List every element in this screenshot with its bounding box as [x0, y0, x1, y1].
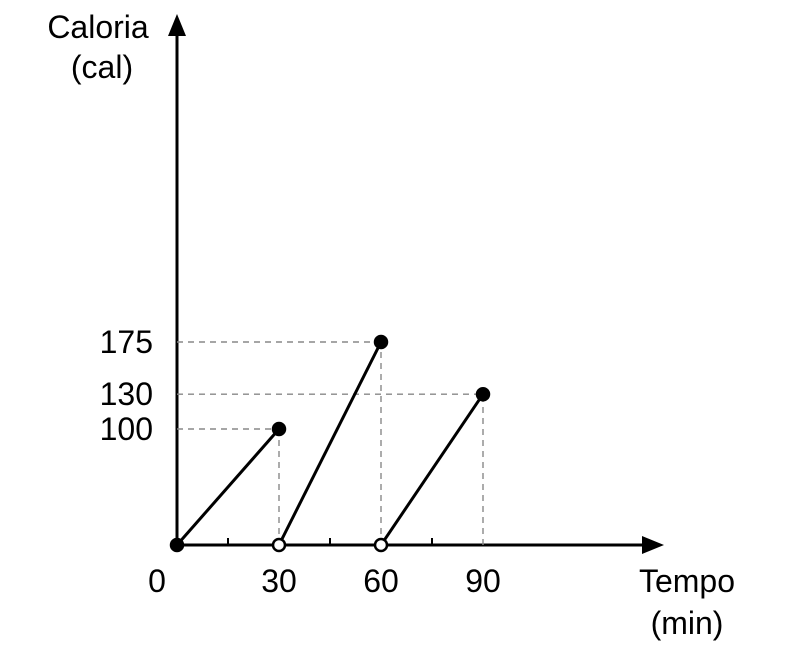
x-axis-arrow [642, 536, 664, 554]
closed-point-1-end [271, 421, 287, 437]
closed-point-3-end [475, 386, 491, 402]
x-tick-label-30: 30 [261, 563, 297, 599]
open-point-3-start [373, 537, 389, 553]
origin-label: 0 [148, 563, 166, 599]
y-tick-label-130: 130 [100, 376, 153, 412]
x-tick-label-90: 90 [465, 563, 501, 599]
x-axis-label-line1: Tempo [639, 563, 735, 599]
x-axis-label-line2: (min) [651, 605, 724, 641]
y-axis-arrow [168, 14, 186, 36]
y-tick-label-175: 175 [100, 324, 153, 360]
y-axis-label-line2: (cal) [71, 49, 133, 85]
open-point-2-start [271, 537, 287, 553]
closed-point-1-start [169, 537, 185, 553]
series-line-3 [379, 393, 485, 546]
series-line-2 [277, 341, 383, 546]
y-tick-label-100: 100 [100, 411, 153, 447]
x-tick-label-60: 60 [363, 563, 399, 599]
closed-point-2-end [373, 334, 389, 350]
series-line-1 [175, 428, 281, 546]
y-axis-label-line1: Caloria [47, 9, 149, 45]
